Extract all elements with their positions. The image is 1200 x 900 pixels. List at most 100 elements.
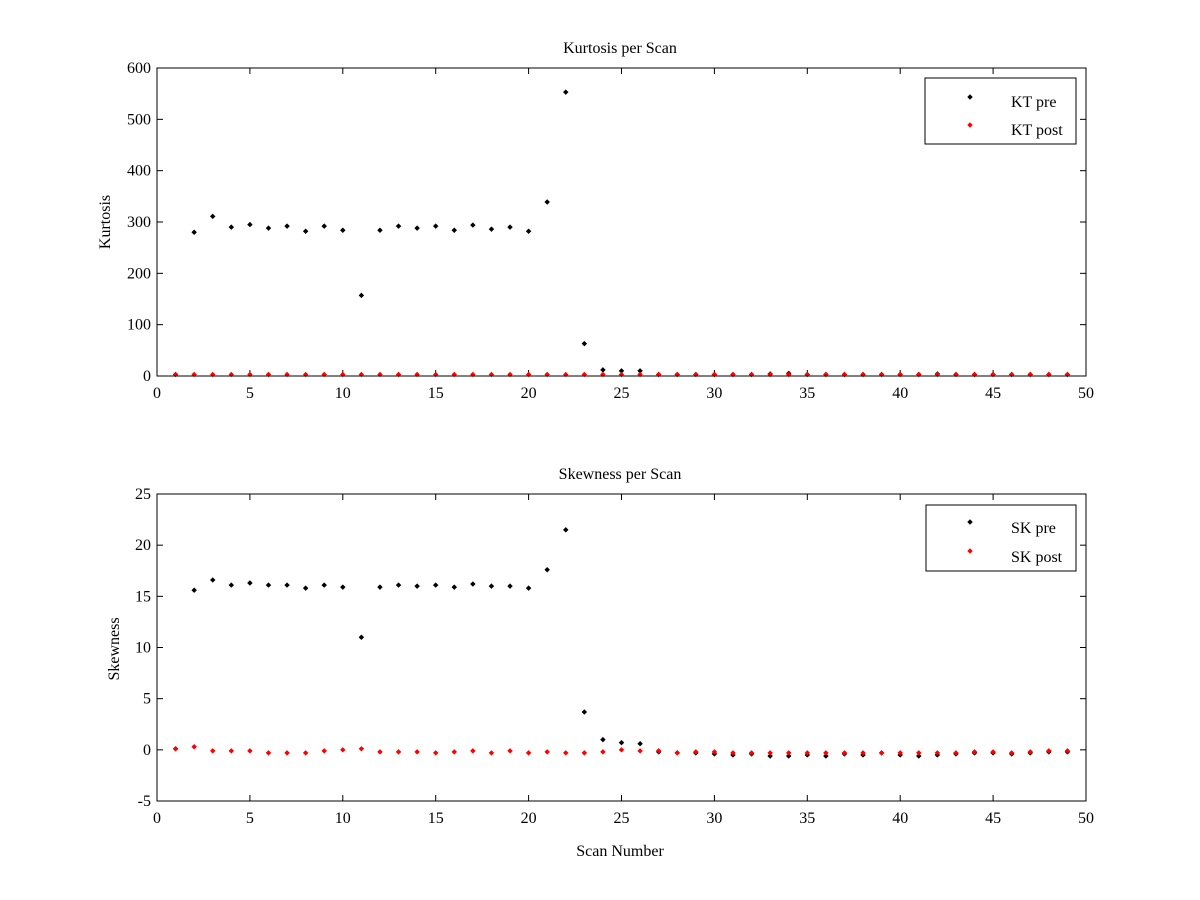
sk-post-point [1027, 749, 1033, 755]
x-tick-label: 20 [521, 385, 537, 402]
kt-pre-point [414, 225, 420, 231]
sk-post-point [897, 750, 903, 756]
kt-pre-point [451, 227, 458, 233]
kt-pre-point [358, 292, 365, 299]
kt-pre-point [544, 199, 550, 205]
x-tick-label: 30 [706, 810, 722, 827]
sk-post-point [265, 750, 272, 756]
x-tick-label: 35 [799, 385, 815, 402]
y-tick-label: 0 [143, 742, 151, 759]
sk-post-point [563, 750, 569, 756]
legend-entry-kt-pre: KT pre [967, 94, 1056, 111]
sk-post-point [581, 750, 588, 756]
legend-marker-kt-pre [967, 94, 973, 100]
y-tick-label: 300 [127, 214, 151, 231]
sk-post-point [841, 750, 848, 756]
kt-pre-point [563, 89, 569, 95]
y-tick-label: 25 [135, 486, 151, 503]
sk-pre-point [507, 583, 513, 589]
sk-post-point [488, 750, 495, 756]
sk-pre-point [618, 739, 625, 746]
sk-pre-point [395, 582, 402, 588]
sk-post-point [934, 750, 941, 756]
kt-post-point [878, 371, 885, 378]
sk-post-point [730, 750, 736, 756]
y-tick-label: 100 [127, 317, 151, 334]
x-tick-label: 45 [985, 385, 1001, 402]
x-tick-label: 50 [1078, 385, 1094, 402]
kt-pre-point [525, 228, 532, 234]
sk-pre-point [302, 585, 309, 591]
skewness-chart-title: Skewness per Scan [559, 466, 682, 483]
x-tick-label: 35 [799, 810, 815, 827]
sk-pre-point [358, 634, 365, 640]
x-tick-label: 45 [985, 810, 1001, 827]
kt-pre-point [395, 223, 402, 229]
sk-pre-point [191, 587, 197, 593]
sk-post-point [748, 750, 755, 756]
sk-pre-point [637, 740, 643, 747]
legend-marker-shape [967, 94, 973, 100]
sk-pre-point [823, 753, 829, 759]
sk-post-point [878, 750, 885, 756]
sk-post-point [655, 748, 662, 754]
sk-pre-point [916, 753, 922, 759]
sk-post-point [1008, 750, 1015, 756]
kt-pre-point [377, 227, 383, 233]
sk-post-point [414, 749, 420, 755]
sk-pre-point [563, 527, 569, 533]
legend-marker-sk-pre [967, 519, 973, 525]
x-tick-label: 15 [428, 810, 444, 827]
kt-post-point [823, 371, 829, 378]
x-tick-label: 25 [614, 810, 630, 827]
sk-post-point [228, 748, 235, 754]
kt-pre-point [470, 222, 476, 228]
y-tick-label: -5 [138, 793, 151, 810]
sk-post-point [860, 750, 866, 756]
x-tick-label: 5 [246, 810, 254, 827]
sk-pre-point [470, 581, 476, 587]
skewness-legend-box [925, 504, 1077, 572]
skewness-subplot: Skewness per Scan Skewness Scan Number 0… [106, 466, 1094, 860]
sk-pre-point [544, 567, 550, 573]
y-tick-label: 10 [135, 640, 151, 657]
sk-post-point [711, 749, 718, 755]
sk-pre-point [451, 584, 458, 590]
y-tick-label: 5 [143, 691, 151, 708]
sk-pre-point [488, 583, 495, 589]
skewness-legend: SK pre SK post [925, 504, 1077, 572]
sk-pre-point [600, 736, 606, 743]
kt-pre-point [302, 228, 309, 234]
kt-pre-point [247, 221, 253, 228]
sk-post-point [823, 750, 829, 756]
sk-post-point [618, 747, 625, 753]
sk-post-point [544, 749, 550, 755]
sk-post-point [321, 748, 327, 754]
kt-pre-point [210, 213, 216, 220]
legend-label-kt-pre: KT pre [1011, 94, 1056, 111]
y-tick-label: 600 [127, 60, 151, 77]
sk-pre-point [525, 585, 532, 591]
kt-pre-point [284, 223, 290, 229]
sk-post-point [804, 750, 811, 756]
kurtosis-chart-title: Kurtosis per Scan [563, 40, 677, 57]
sk-post-point [358, 746, 365, 752]
sk-post-point [785, 750, 792, 756]
kt-pre-point [191, 229, 197, 235]
x-tick-label: 30 [706, 385, 722, 402]
sk-pre-point [377, 584, 383, 590]
x-tick-label: 0 [153, 385, 161, 402]
y-tick-label: 0 [143, 368, 151, 385]
sk-post-point [340, 747, 346, 753]
x-tick-label: 50 [1078, 810, 1094, 827]
x-tick-label: 20 [521, 810, 537, 827]
y-tick-label: 200 [127, 265, 151, 282]
sk-post-point [767, 750, 773, 756]
kt-post-point [953, 371, 959, 378]
kurtosis-subplot: Kurtosis per Scan Kurtosis 0 5 10 15 20 25 30 3… [97, 40, 1094, 402]
kt-pre-point [432, 223, 439, 229]
sk-pre-point [210, 577, 216, 583]
sk-post-point [971, 749, 978, 755]
x-tick-label: 10 [335, 810, 351, 827]
sk-post-point [507, 748, 513, 754]
